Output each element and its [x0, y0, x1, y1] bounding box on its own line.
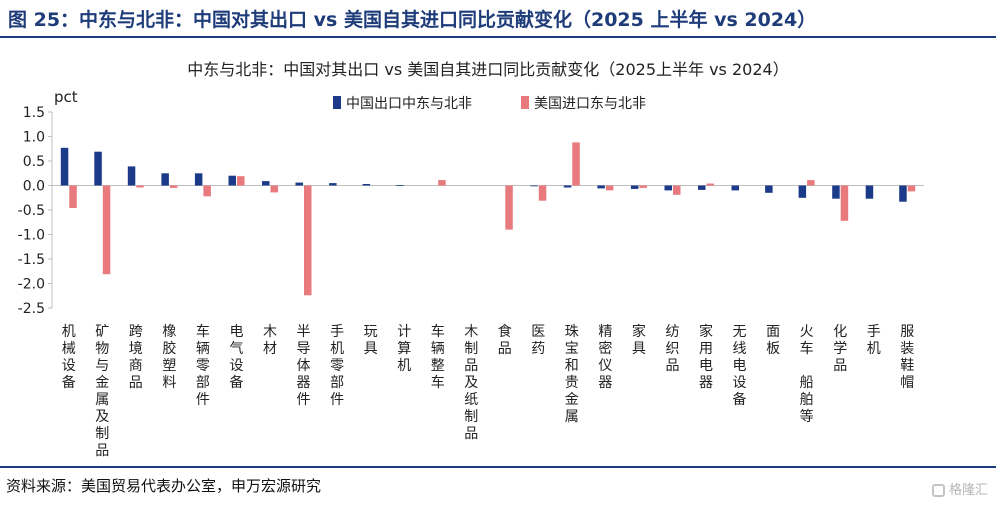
top-rule	[0, 36, 996, 38]
x-category-label: 橡胶塑料	[162, 324, 176, 391]
bar-us-import	[639, 185, 647, 188]
bar-china-export	[329, 183, 337, 186]
x-category-label: 车辆整车	[431, 323, 445, 391]
bar-us-import	[538, 185, 547, 201]
y-tick-label: 1.5	[23, 105, 45, 121]
bar-us-import	[706, 183, 714, 186]
bar-us-import	[438, 180, 446, 186]
bar-china-export	[530, 185, 538, 187]
bar-us-import	[69, 185, 77, 208]
x-category-label: 纺织品	[666, 324, 680, 374]
bar-china-export	[597, 185, 605, 189]
figure-title: 图 25：中东与北非：中国对其出口 vs 美国自其进口同比贡献变化（2025 上…	[8, 9, 817, 31]
x-category-label: 手机零部件	[330, 324, 344, 408]
bar-us-import	[203, 185, 211, 197]
y-tick-label: 1.0	[23, 130, 45, 146]
bar-china-export	[295, 182, 303, 186]
x-category-label: 矿物与金属及制品	[95, 324, 109, 459]
x-category-label: 木材	[263, 324, 277, 357]
bars	[60, 142, 916, 296]
bar-china-export	[630, 185, 639, 189]
y-tick-label: -1.0	[18, 228, 45, 244]
x-category-label: 家具	[632, 323, 646, 357]
bottom-rule	[0, 466, 996, 468]
bar-china-export	[899, 185, 907, 202]
x-category-label: 机械设备	[62, 324, 76, 391]
chart-title: 中东与北非：中国对其出口 vs 美国自其进口同比贡献变化（2025上半年 vs …	[187, 60, 788, 79]
bar-china-export	[865, 185, 874, 199]
x-category-label: 木制品及纸制品	[464, 324, 478, 442]
bar-china-export	[765, 185, 773, 193]
x-category-label: 精密仪器	[598, 324, 612, 391]
bar-us-import	[136, 185, 144, 188]
bar-us-import	[505, 185, 513, 230]
bar-china-export	[60, 147, 69, 186]
x-category-label: 跨境商品	[129, 324, 143, 391]
x-category-label: 面板	[766, 324, 780, 357]
x-category-label: 手机	[867, 324, 881, 357]
legend-swatch	[333, 96, 341, 109]
bar-china-export	[127, 166, 136, 186]
y-tick-label: 0.0	[23, 179, 45, 195]
bar-china-export	[832, 185, 840, 199]
bar-us-import	[237, 176, 245, 186]
y-axis-unit: pct	[54, 88, 78, 106]
x-category-label: 火车 船舶等	[800, 324, 814, 425]
x-category-label: 化学品	[833, 324, 847, 374]
x-category-label: 电气设备	[230, 324, 244, 391]
x-axis-labels: 机械设备 矿物与金属及制品 跨境商品 橡胶塑料 车辆零部件 电气设备 木材 半导体器件 手机零部…	[62, 323, 914, 459]
legend-label: 中国出口中东与北非	[346, 96, 472, 112]
bar-us-import	[840, 185, 849, 221]
bar-china-export	[194, 173, 203, 186]
y-tick-label: -2.0	[18, 277, 45, 293]
bar-us-import	[102, 185, 111, 275]
bar-us-import	[572, 142, 580, 186]
x-category-label: 车辆零部件	[196, 323, 210, 408]
x-category-label: 玩具	[364, 324, 378, 357]
y-axis: 1.5 1.0 0.5 0.0 -0.5 -1.0 -1.5 -2.0 -2.5	[18, 105, 924, 317]
bar-china-export	[228, 175, 236, 186]
y-tick-label: -1.5	[18, 252, 45, 268]
x-category-label: 食品	[498, 323, 512, 357]
bar-chart: 中东与北非：中国对其出口 vs 美国自其进口同比贡献变化（2025上半年 vs …	[18, 60, 924, 459]
bar-china-export	[396, 185, 404, 186]
bar-china-export	[563, 185, 572, 188]
bar-china-export	[94, 151, 102, 186]
bar-china-export	[698, 185, 706, 190]
y-tick-label: -2.5	[18, 301, 45, 317]
bar-china-export	[262, 181, 270, 186]
watermark-text: 格隆汇	[948, 483, 988, 498]
legend-label: 美国进口东与北非	[534, 96, 646, 112]
bar-china-export	[798, 185, 807, 198]
bar-china-export	[362, 184, 371, 186]
bar-china-export	[731, 185, 739, 191]
x-category-label: 医药	[531, 324, 545, 357]
watermark-logo-icon	[931, 484, 945, 497]
bar-us-import	[270, 185, 278, 193]
x-category-label: 珠宝和贵金属	[565, 324, 579, 425]
bar-us-import	[673, 185, 681, 195]
x-category-label: 无线电设备	[733, 324, 747, 408]
legend-swatch	[521, 96, 529, 109]
bar-us-import	[605, 185, 614, 191]
x-category-label: 服装鞋帽	[900, 324, 914, 391]
x-category-label: 计算机	[397, 324, 411, 374]
x-category-label: 家用电器	[699, 323, 713, 391]
x-category-label: 半导体器件	[297, 324, 311, 408]
bar-us-import	[807, 180, 815, 186]
bar-us-import	[304, 185, 312, 296]
bar-china-export	[664, 185, 672, 191]
source-note: 资料来源：美国贸易代表办公室，申万宏源研究	[6, 477, 322, 495]
y-tick-label: 0.5	[23, 154, 45, 170]
bar-us-import	[169, 185, 178, 188]
watermark: 格隆汇	[931, 479, 988, 498]
bar-china-export	[161, 173, 169, 186]
legend: 中国出口中东与北非 美国进口东与北非	[333, 96, 646, 112]
y-tick-label: -0.5	[18, 203, 45, 219]
bar-us-import	[907, 185, 916, 192]
